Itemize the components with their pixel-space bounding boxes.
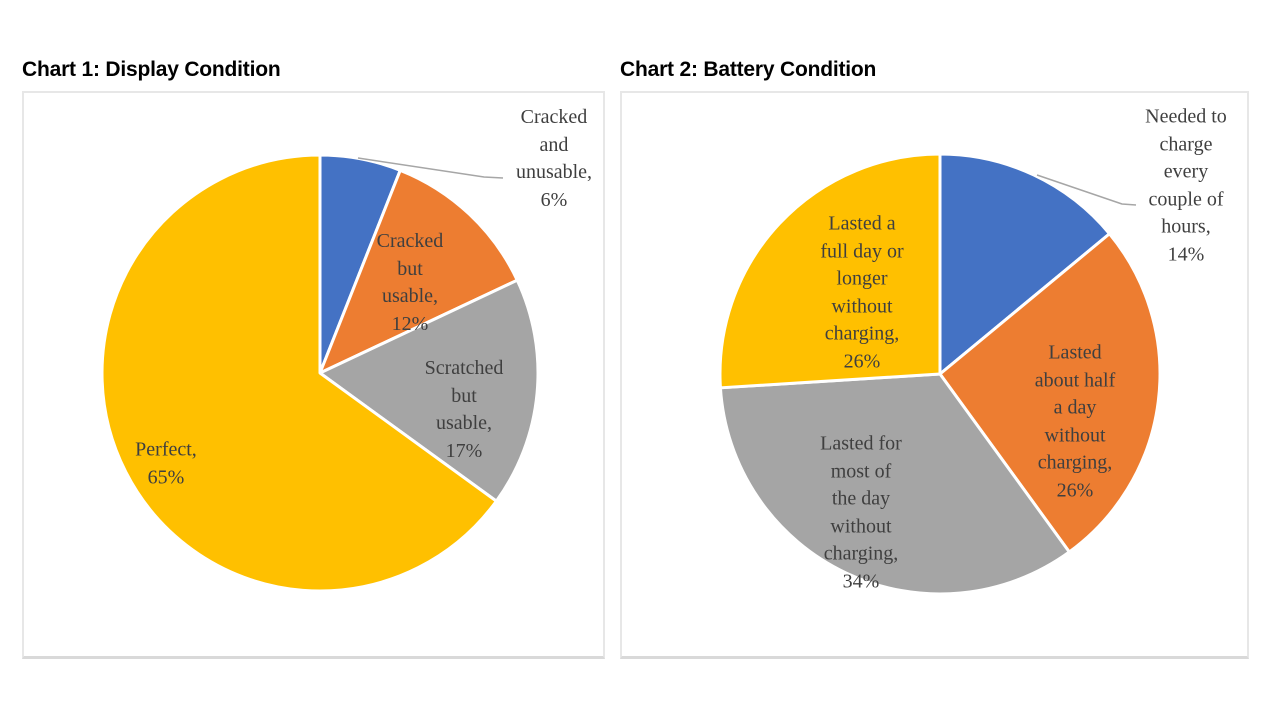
chart1-slice-cracked-but-usable xyxy=(318,168,519,375)
chart2-title: Chart 2: Battery Condition xyxy=(620,58,877,81)
chart1-slice-perfect xyxy=(100,153,498,593)
chart2-slice-needed-to-charge-every-couple-of-hours xyxy=(938,152,1112,376)
chart2-slice-lasted-a-full-day-or-longer-without-charging xyxy=(718,152,942,390)
chart2-slice-lasted-about-half-a-day-without-charging xyxy=(938,232,1162,554)
chart2-leader-line-needed-to-charge-every-couple-of-hours xyxy=(1036,174,1137,206)
chart2-slice-lasted-for-most-of-the-day-without-charging xyxy=(718,372,1071,596)
chart1-title: Chart 1: Display Condition xyxy=(22,58,281,81)
chart1-slice-scratched-but-usable xyxy=(318,278,540,503)
chart1-leader-line-cracked-and-unusable xyxy=(357,157,504,179)
